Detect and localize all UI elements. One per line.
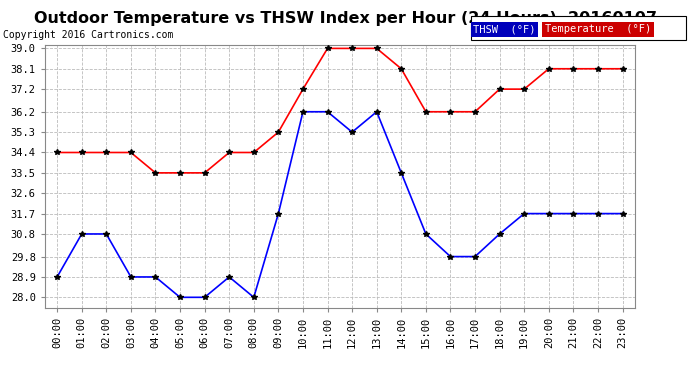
Text: Outdoor Temperature vs THSW Index per Hour (24 Hours)  20160107: Outdoor Temperature vs THSW Index per Ho… <box>34 11 656 26</box>
Text: Copyright 2016 Cartronics.com: Copyright 2016 Cartronics.com <box>3 30 174 40</box>
Text: THSW  (°F): THSW (°F) <box>473 24 536 34</box>
Text: Temperature  (°F): Temperature (°F) <box>545 24 651 34</box>
Text: THSW  (°F): THSW (°F) <box>473 24 536 34</box>
Text: Temperature  (°F): Temperature (°F) <box>545 24 651 34</box>
